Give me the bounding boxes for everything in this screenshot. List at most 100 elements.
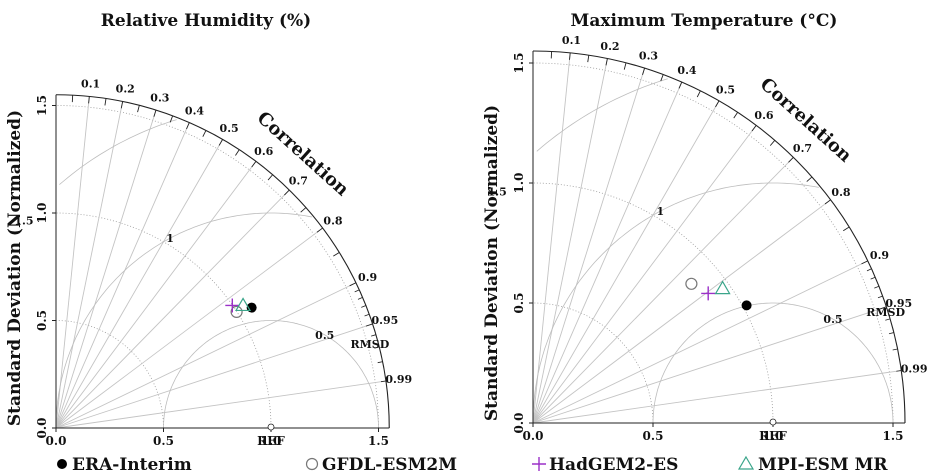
y-tick-label: 1.0 — [35, 203, 49, 224]
rmsd-contour-label: 1.5 — [488, 186, 507, 199]
correlation-tick-mark — [605, 58, 608, 66]
rmsd-contour-label: 1 — [656, 205, 664, 218]
correlation-tick-mark — [870, 276, 876, 280]
data-point-era-interim — [741, 300, 752, 311]
sd-gridline — [532, 182, 774, 424]
y-tick-label: 0.0 — [512, 413, 526, 434]
correlation-tick-mark — [349, 282, 357, 287]
correlation-tick-mark — [824, 199, 831, 205]
correlation-tick-mark — [874, 285, 880, 289]
x-tick-label: 1.5 — [883, 429, 904, 443]
correlation-tick-mark — [885, 318, 891, 321]
correlation-gridline — [55, 323, 373, 429]
correlation-tick-label: 0.7 — [793, 142, 812, 155]
correlation-gridline — [532, 100, 720, 424]
correlation-tick-mark — [866, 268, 872, 272]
rmsd-contour-label: 1.5 — [14, 215, 33, 228]
correlation-gridline — [532, 125, 757, 424]
rmsd-contour — [532, 182, 819, 423]
x-tick-label: 0.5 — [643, 429, 664, 443]
y-axis-label: Standard Deviation (Normalized) — [482, 105, 502, 421]
correlation-tick-mark — [202, 130, 207, 137]
correlation-tick-label: 0.95 — [372, 314, 399, 327]
legend-label: ERA-Interim — [72, 455, 192, 475]
correlation-tick-mark — [104, 98, 107, 106]
correlation-gridline — [55, 380, 386, 429]
correlation-tick-label: 0.8 — [323, 214, 342, 227]
correlation-tick-label: 0.99 — [901, 363, 928, 376]
y-tick-label: 0.5 — [512, 293, 526, 314]
correlation-tick-mark — [569, 52, 571, 60]
correlation-tick-label: 0.95 — [885, 297, 912, 310]
correlation-tick-mark — [377, 361, 383, 364]
reference-label: REF — [759, 429, 787, 443]
correlation-tick-label: 0.4 — [185, 105, 204, 118]
correlation-tick-mark — [751, 125, 757, 132]
correlation-tick-mark — [357, 297, 363, 300]
x-tick-label: 1.0 — [261, 434, 282, 448]
rmsd-contour-label: 1 — [166, 232, 174, 245]
correlation-gridline — [55, 189, 290, 429]
correlation-tick-label: 0.5 — [716, 84, 735, 97]
correlation-tick-mark — [623, 62, 627, 70]
rmsd-label: RMSD — [866, 306, 905, 319]
correlation-tick-mark — [364, 313, 370, 317]
y-tick-label: 0.0 — [35, 418, 49, 439]
x-tick-label: 1.5 — [368, 434, 389, 448]
correlation-tick-mark — [300, 207, 307, 213]
data-point-hadgem2-es — [701, 286, 716, 301]
correlation-tick-label: 0.2 — [116, 83, 135, 96]
correlation-tick-mark — [380, 380, 386, 383]
correlation-gridline — [532, 81, 683, 424]
correlation-gridline — [55, 282, 357, 429]
correlation-tick-mark — [218, 139, 224, 146]
correlation-tick-mark — [892, 348, 898, 351]
data-point-mpi-esm-mr — [235, 297, 252, 312]
rmsd-contour — [59, 119, 177, 185]
data-point-hadgem2-es — [225, 298, 240, 313]
correlation-tick-mark — [715, 100, 720, 108]
correlation-gridline — [55, 96, 90, 429]
legend-label: GFDL-ESM2M — [322, 455, 457, 475]
correlation-gridline — [532, 157, 794, 424]
correlation-gridline — [55, 161, 257, 429]
sd-gridline — [532, 302, 654, 424]
correlation-tick-mark — [788, 157, 794, 163]
correlation-tick-label: 0.4 — [677, 64, 696, 77]
correlation-gridline — [55, 109, 157, 429]
y-axis-label: Standard Deviation (Normalized) — [5, 110, 25, 426]
rmsd-contour-label: 0.5 — [315, 329, 334, 342]
sd-gridline — [532, 62, 894, 424]
correlation-tick-label: 0.6 — [754, 109, 773, 122]
correlation-gridline — [532, 52, 571, 424]
correlation-tick-mark — [169, 115, 174, 123]
correlation-gridline — [532, 370, 902, 424]
correlation-tick-mark — [696, 90, 701, 98]
data-point-mpi-esm-mr — [714, 280, 731, 295]
rmsd-contour-label: 0.5 — [823, 313, 842, 326]
correlation-tick-label: 0.7 — [289, 175, 308, 188]
y-tick-label: 0.5 — [35, 310, 49, 331]
outer-arc — [532, 50, 906, 424]
x-tick-label: 1.0 — [763, 429, 784, 443]
correlation-tick-mark — [879, 306, 887, 310]
correlation-tick-mark — [88, 96, 90, 104]
rmsd-contour — [163, 320, 379, 428]
correlation-tick-label: 0.3 — [150, 92, 169, 105]
correlation-tick-label: 0.8 — [831, 186, 850, 199]
correlation-tick-mark — [153, 109, 157, 117]
legend-symbol-filled-circle — [57, 459, 67, 469]
legend: ERA-Interim GFDL-ESM2M HadGEM2-ES MPI-ESM M… — [57, 455, 888, 475]
correlation-tick-mark — [354, 289, 360, 293]
correlation-tick-mark — [843, 226, 850, 232]
correlation-gridline — [55, 101, 124, 429]
correlation-gridline — [532, 58, 608, 424]
correlation-tick-label: 0.1 — [562, 34, 581, 47]
x-tick-label: 0.0 — [523, 429, 544, 443]
correlation-tick-mark — [120, 101, 124, 109]
x-tick-label: 0.5 — [153, 434, 174, 448]
legend-symbol-plus — [532, 457, 546, 471]
correlation-tick-mark — [251, 161, 257, 168]
correlation-tick-mark — [896, 370, 902, 372]
correlation-tick-label: 0.99 — [385, 373, 412, 386]
